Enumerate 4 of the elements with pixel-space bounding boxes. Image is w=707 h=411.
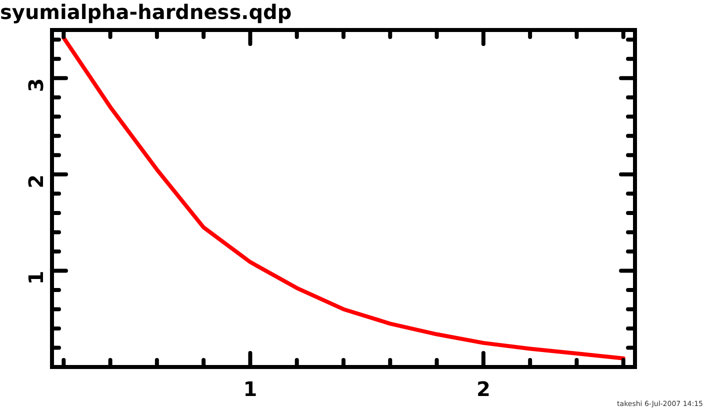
y-tick-label: 2 bbox=[24, 174, 48, 188]
y-tick-label: 3 bbox=[24, 78, 48, 92]
chart-title: syumialpha-hardness.qdp bbox=[0, 0, 292, 24]
y-tick-label: 1 bbox=[24, 270, 48, 285]
